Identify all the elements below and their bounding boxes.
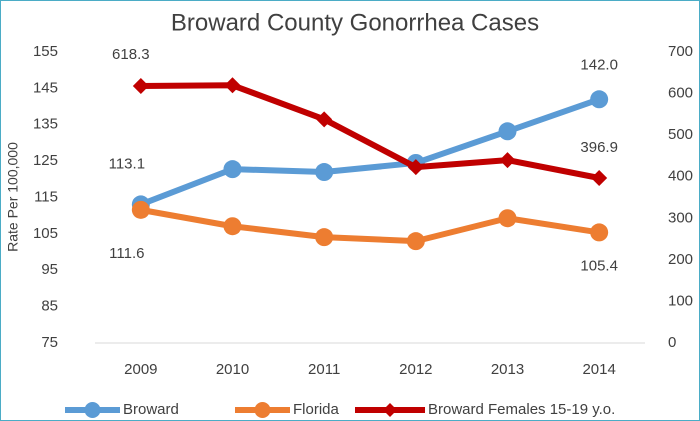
point — [132, 77, 149, 94]
series-line — [139, 96, 601, 208]
y-tick-label: 125 — [33, 152, 58, 169]
legend-marker — [254, 402, 271, 418]
point — [223, 217, 242, 236]
legend-marker — [84, 402, 101, 418]
y2-tick-label: 200 — [668, 251, 693, 268]
legend-label: Florida — [293, 401, 340, 418]
y2-tick-label: 700 — [668, 43, 693, 60]
point — [315, 228, 334, 247]
y-axis-title: Rate Per 100,000 — [5, 142, 21, 252]
point — [224, 77, 241, 94]
data-label: 396.9 — [580, 139, 618, 156]
legend-label: Broward Females 15-19 y.o. — [428, 401, 615, 418]
y2-tick-label: 100 — [668, 292, 693, 309]
series-line — [140, 206, 600, 245]
x-tick-label: 2011 — [308, 361, 340, 378]
point — [498, 209, 517, 228]
point — [499, 152, 516, 169]
legend-marker — [383, 403, 397, 417]
x-tick-label: 2012 — [399, 361, 432, 378]
y2-tick-label: 500 — [668, 126, 693, 143]
data-label: 618.3 — [112, 46, 150, 63]
point — [131, 200, 150, 219]
point — [406, 232, 425, 251]
x-tick-label: 2010 — [216, 361, 249, 378]
point — [316, 111, 333, 128]
y2-tick-label: 600 — [668, 85, 693, 102]
y-tick-label: 75 — [41, 334, 58, 351]
y-tick-label: 95 — [41, 261, 58, 278]
point — [223, 160, 242, 179]
data-label: 113.1 — [109, 155, 145, 172]
series-line — [140, 82, 600, 181]
y2-tick-label: 300 — [668, 209, 693, 226]
point — [498, 122, 517, 141]
y-tick-label: 135 — [33, 116, 58, 133]
point — [591, 170, 608, 187]
y-tick-label: 145 — [33, 79, 58, 96]
point — [590, 90, 609, 109]
point — [407, 159, 424, 176]
data-label: 105.4 — [580, 257, 618, 274]
legend-label: Broward — [123, 401, 179, 418]
y-tick-label: 115 — [34, 188, 58, 205]
x-tick-label: 2013 — [491, 361, 524, 378]
data-label: 111.6 — [109, 245, 144, 262]
x-tick-label: 2014 — [582, 361, 615, 378]
x-tick-label: 2009 — [124, 361, 157, 378]
data-label: 142.0 — [580, 56, 618, 73]
chart-title: Broward County Gonorrhea Cases — [171, 9, 539, 36]
point — [315, 163, 334, 182]
point — [590, 223, 609, 242]
y-tick-label: 105 — [33, 225, 58, 242]
y2-tick-label: 0 — [668, 334, 676, 351]
y-tick-label: 155 — [33, 43, 58, 60]
y2-tick-label: 400 — [668, 168, 693, 185]
y-tick-label: 85 — [41, 298, 58, 315]
